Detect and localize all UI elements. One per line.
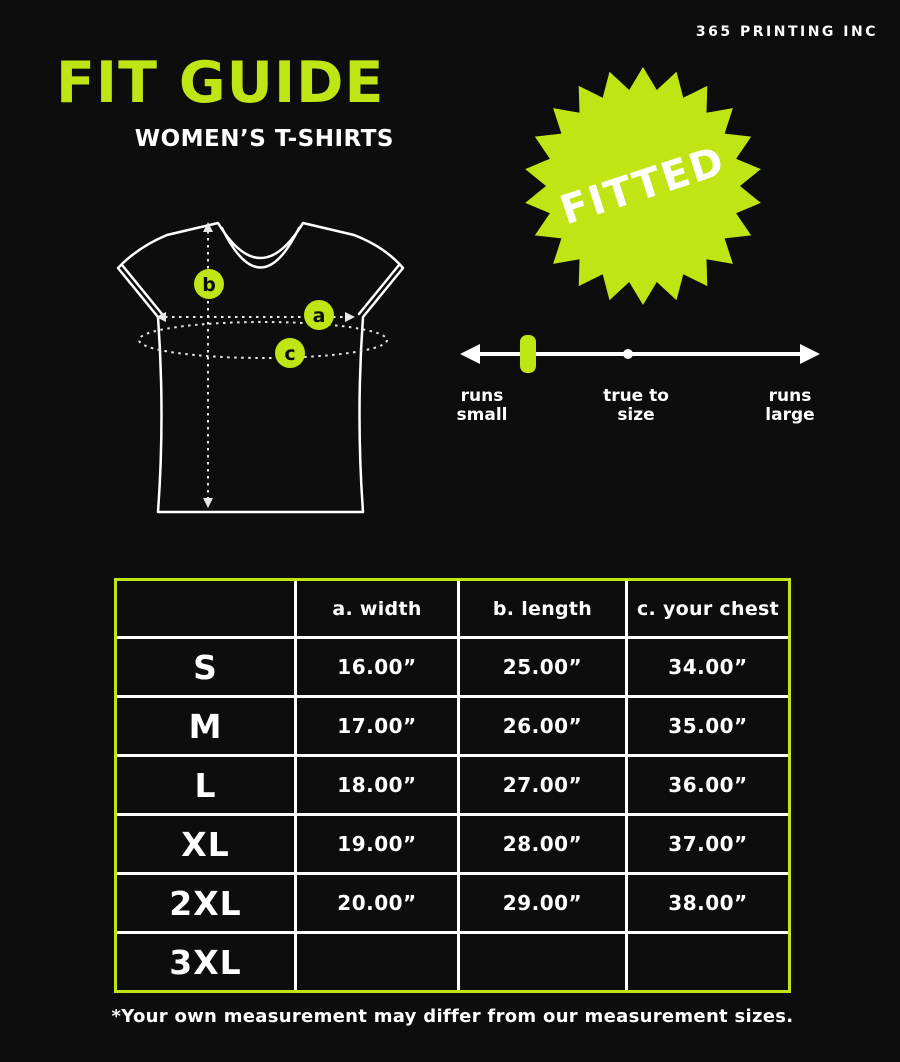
chest-guide-ellipse <box>138 321 388 359</box>
point-a-circle <box>304 300 334 330</box>
scale-left-arrow-icon <box>460 344 480 364</box>
table-row-width: 20.00” <box>297 875 457 931</box>
measure-points: b a c <box>194 269 334 368</box>
scale-marker <box>520 335 536 373</box>
table-row-length <box>460 934 625 990</box>
tshirt-outline <box>116 221 405 514</box>
table-row-length: 29.00” <box>460 875 625 931</box>
page-title: FIT GUIDE <box>56 50 385 116</box>
table-row-length: 28.00” <box>460 816 625 872</box>
table-row-length: 25.00” <box>460 639 625 695</box>
table-row-size: M <box>117 698 294 754</box>
size-table: a. width b. length c. your chest S 16.00… <box>114 578 791 993</box>
scale-center-tick <box>623 349 633 359</box>
scale-label-runs-small: runs small <box>456 386 508 425</box>
table-header-width: a. width <box>297 581 457 636</box>
table-row-width: 17.00” <box>297 698 457 754</box>
table-header-chest: c. your chest <box>628 581 788 636</box>
point-c-label: c <box>284 343 295 365</box>
table-row-width: 18.00” <box>297 757 457 813</box>
fit-scale <box>460 335 820 373</box>
starburst-shape <box>525 67 761 305</box>
right-cuff-stitch <box>357 263 401 316</box>
table-row-size: 2XL <box>117 875 294 931</box>
table-row-width <box>297 934 457 990</box>
guide-arrowheads <box>156 222 355 508</box>
brand-name: 365 PRINTING INC <box>695 24 878 40</box>
table-row-chest: 36.00” <box>628 757 788 813</box>
scale-label-true-to-size: true to size <box>603 386 669 425</box>
table-row-size: S <box>117 639 294 695</box>
table-row-size: 3XL <box>117 934 294 990</box>
table-row-length: 26.00” <box>460 698 625 754</box>
table-row-size: L <box>117 757 294 813</box>
tshirt-diagram: b a c <box>116 221 405 514</box>
page-subtitle: WOMEN’S T-SHIRTS <box>134 126 394 152</box>
starburst-icon <box>525 67 761 305</box>
table-row-chest: 37.00” <box>628 816 788 872</box>
table-row-chest: 38.00” <box>628 875 788 931</box>
measurement-guides <box>138 231 388 499</box>
table-row-chest <box>628 934 788 990</box>
scale-right-arrow-icon <box>800 344 820 364</box>
point-a-label: a <box>313 305 326 327</box>
left-cuff-stitch <box>120 263 164 316</box>
collar-inner-line <box>220 226 301 269</box>
footnote: *Your own measurement may differ from ou… <box>111 1006 794 1027</box>
table-header-length: b. length <box>460 581 625 636</box>
table-row-chest: 34.00” <box>628 639 788 695</box>
point-b-label: b <box>202 274 216 296</box>
fitted-badge: FITTED <box>523 66 763 306</box>
point-b-circle <box>194 269 224 299</box>
table-row-chest: 35.00” <box>628 698 788 754</box>
point-c-circle <box>275 338 305 368</box>
scale-label-runs-large: runs large <box>765 386 815 425</box>
table-row-size: XL <box>117 816 294 872</box>
table-header-blank <box>117 581 294 636</box>
table-row-length: 27.00” <box>460 757 625 813</box>
table-row-width: 16.00” <box>297 639 457 695</box>
table-row-width: 19.00” <box>297 816 457 872</box>
